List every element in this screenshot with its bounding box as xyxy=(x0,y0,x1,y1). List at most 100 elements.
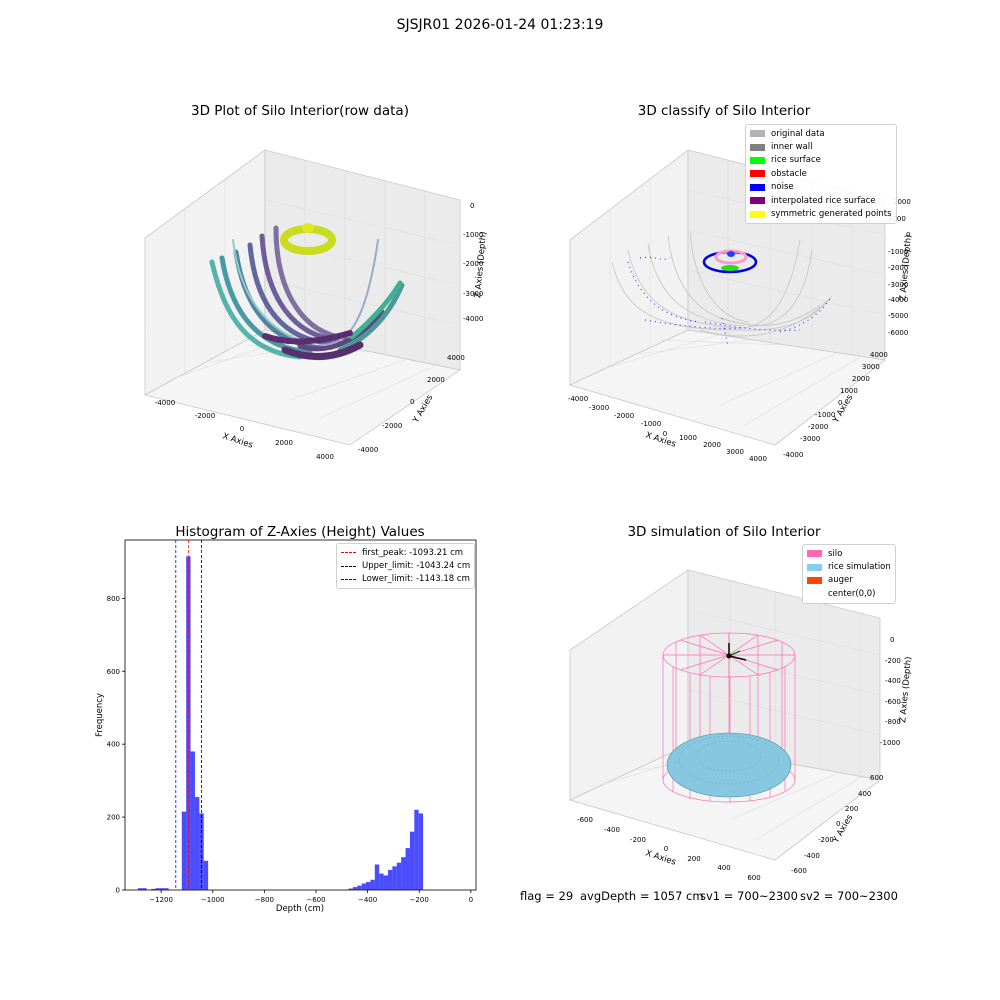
histogram-bar-9 xyxy=(194,797,200,890)
tick-label: -4000 xyxy=(888,296,908,304)
classify-original-data xyxy=(611,231,833,337)
histogram-bar-22 xyxy=(392,866,397,890)
classify-z-axis-label: Z Axies (Depth) xyxy=(898,234,914,301)
y-tick-label-4: 800 xyxy=(107,595,120,603)
tick-label: -1000 xyxy=(463,231,483,239)
tick-label: -1000 xyxy=(888,248,908,256)
simulation-x-axis-label: X Axies xyxy=(644,848,677,867)
raw-y-ticks: 4000 2000 0 -2000 -4000 xyxy=(358,354,465,454)
tick-label: 4000 xyxy=(316,453,334,461)
tick-label: 0 xyxy=(906,231,910,239)
tick-label: 0 xyxy=(664,845,668,853)
histogram-bar-27 xyxy=(414,809,419,890)
classify-3d-plot: -4000 -3000 -2000 -1000 0 1000 2000 3000… xyxy=(568,149,914,463)
legend-item-interpolated: interpolated rice surface xyxy=(750,194,892,207)
auger-marker xyxy=(726,643,747,661)
tick-label: -5000 xyxy=(888,312,908,320)
status-sv1: sv1 = 700~2300 xyxy=(700,889,798,903)
tick-label: 2000 xyxy=(703,441,721,449)
raw-3d-box xyxy=(143,149,462,446)
tick-label: -400 xyxy=(604,826,620,834)
tick-label: 200 xyxy=(687,855,700,863)
legend-item-auger: auger xyxy=(807,574,891,587)
legend-item-symmetric: symmetric generated points xyxy=(750,207,892,220)
tick-label: 2000 xyxy=(852,375,870,383)
tick-label: -4000 xyxy=(568,395,588,403)
tick-label: 0 xyxy=(890,636,894,644)
histogram-y-axis-label: Frequency xyxy=(95,693,105,737)
tick-label: -3000 xyxy=(800,435,820,443)
y-tick-label-1: 200 xyxy=(107,814,120,822)
classify-z-ticks: 2000 1000 0 -1000 -2000 -3000 -4000 -500… xyxy=(888,198,911,337)
x-tick-label-5: −200 xyxy=(410,896,429,904)
histogram-bar-12 xyxy=(348,888,353,890)
histogram-bar-0 xyxy=(137,888,143,890)
histogram-bar-26 xyxy=(409,831,415,890)
histogram-axes-frame xyxy=(124,539,477,891)
simulation-3d-plot: -600 -400 -200 0 200 400 600 X Axies 600… xyxy=(568,569,914,882)
tick-label: 0 xyxy=(240,425,244,433)
tick-label: -3000 xyxy=(589,404,609,412)
histogram-bar-15 xyxy=(361,883,367,890)
tick-label: -2000 xyxy=(195,412,215,420)
legend-item-first-peak: first_peak: -1093.21 cm xyxy=(341,546,470,559)
classify-legend: original data inner wall rice surface ob… xyxy=(745,124,897,224)
tick-label: -200 xyxy=(818,836,834,844)
tick-label: -4000 xyxy=(783,451,803,459)
histogram-bar-25 xyxy=(405,848,410,890)
tick-label: 4000 xyxy=(870,351,888,359)
histogram-bar-17 xyxy=(370,879,375,890)
tick-label: 0 xyxy=(663,430,667,438)
histogram-bar-23 xyxy=(396,862,402,890)
simulation-z-axis-label: Z Axies (Depth) xyxy=(898,656,914,723)
tick-label: -1000 xyxy=(641,420,661,428)
legend-item-inner-wall: inner wall xyxy=(750,140,892,153)
tick-label: 0 xyxy=(470,202,474,210)
histogram-bar-11 xyxy=(203,860,209,890)
simulation-z-ticks: 0 -200 -400 -600 -800 -1000 xyxy=(880,636,901,747)
histogram-bar-2 xyxy=(151,888,156,890)
tick-label: 600 xyxy=(747,874,760,882)
tick-label: 400 xyxy=(717,864,730,872)
y-tick-label-0: 0 xyxy=(116,887,120,895)
tick-label: -4000 xyxy=(155,399,175,407)
raw-x-ticks: -4000 -2000 0 2000 4000 xyxy=(155,399,334,461)
simulation-y-ticks: 600 400 200 0 -200 -400 -600 xyxy=(791,774,883,875)
tick-label: -600 xyxy=(791,867,807,875)
tick-label: 2000 xyxy=(427,376,445,384)
histogram-bar-20 xyxy=(383,875,388,890)
histogram-bar-16 xyxy=(366,881,371,890)
histogram-legend: first_peak: -1093.21 cm Upper_limit: -10… xyxy=(336,543,476,590)
tick-label: 4000 xyxy=(447,354,465,362)
tick-label: -4000 xyxy=(463,315,483,323)
tick-label: -200 xyxy=(885,657,901,665)
tick-label: 1000 xyxy=(840,387,858,395)
status-sv2: sv2 = 700~2300 xyxy=(800,889,898,903)
legend-item-rice-surface: rice surface xyxy=(750,154,892,167)
x-tick-label-0: −1200 xyxy=(149,896,173,904)
simulation-panel-title: 3D simulation of Silo Interior xyxy=(627,524,821,540)
tick-label: 4000 xyxy=(749,455,767,463)
tick-label: -800 xyxy=(885,718,901,726)
simulation-y-axis-label: Y Axies xyxy=(831,813,856,846)
simulation-legend: silo rice simulation auger center(0,0) xyxy=(802,544,896,604)
histogram-reference-lines xyxy=(175,540,202,890)
raw-3d-plot: -4000 -2000 0 2000 4000 X Axies 4000 200… xyxy=(143,149,489,461)
tick-label: -2000 xyxy=(888,264,908,272)
histogram-chart: −1200 −1000 −800 −600 −400 −200 0 0 200 400 600 80… xyxy=(95,539,477,914)
tick-label: 3000 xyxy=(726,448,744,456)
histogram-bar-13 xyxy=(352,887,358,890)
raw-panel-title: 3D Plot of Silo Interior(row data) xyxy=(191,103,409,119)
tick-label: 400 xyxy=(858,790,871,798)
x-tick-label-4: −400 xyxy=(358,896,377,904)
tick-label: 3000 xyxy=(862,363,880,371)
legend-item-obstacle: obstacle xyxy=(750,167,892,180)
raw-z-axis-label: Z Axies (Depth) xyxy=(473,231,489,298)
histogram-x-ticks: −1200 −1000 −800 −600 −400 −200 0 xyxy=(149,890,473,904)
classify-panel-title: 3D classify of Silo Interior xyxy=(637,103,811,119)
legend-item-lower-limit: Lower_limit: -1143.18 cm xyxy=(341,573,470,586)
histogram-bar-8 xyxy=(190,751,195,890)
classify-noise xyxy=(627,256,833,347)
histogram-y-ticks: 0 200 400 600 800 xyxy=(107,595,125,895)
raw-silo-point-curves xyxy=(209,225,405,360)
